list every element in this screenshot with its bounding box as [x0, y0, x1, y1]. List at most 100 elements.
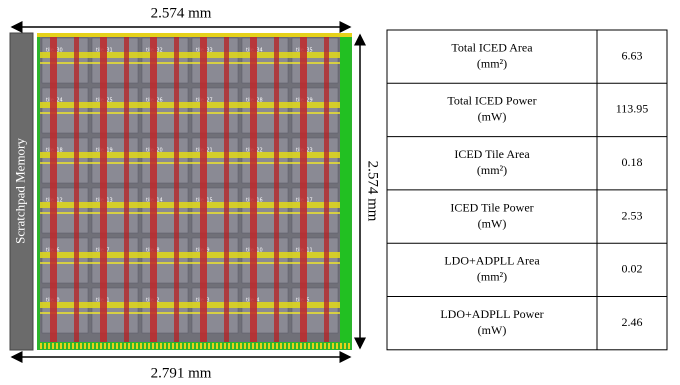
- tile-block: [192, 88, 238, 133]
- power-stripe: [250, 36, 257, 342]
- power-stripe: [300, 36, 307, 342]
- io-pin: [280, 343, 282, 349]
- io-pin: [176, 343, 178, 349]
- io-pin: [312, 343, 314, 349]
- row-value: 113.95: [616, 102, 649, 116]
- power-stripe: [224, 36, 229, 342]
- scratchpad-label: Scratchpad Memory: [12, 138, 27, 244]
- row-value: 0.18: [622, 155, 643, 169]
- tile-block: [242, 38, 288, 83]
- power-stripe: [174, 36, 179, 342]
- io-pin: [140, 343, 142, 349]
- io-pin: [116, 343, 118, 349]
- io-pin: [184, 343, 186, 349]
- io-pin: [44, 343, 46, 349]
- row-unit: (mm²): [477, 270, 507, 284]
- io-pin: [220, 343, 222, 349]
- io-pin: [288, 343, 290, 349]
- io-pin: [324, 343, 326, 349]
- row-unit: (mW): [478, 323, 507, 337]
- row-label: ICED Tile Power: [450, 200, 533, 214]
- routing-band: [40, 52, 340, 58]
- io-pin: [344, 343, 346, 349]
- io-pin: [148, 343, 150, 349]
- io-pin: [48, 343, 50, 349]
- routing-band: [40, 152, 340, 158]
- io-pin: [240, 343, 242, 349]
- routing-band: [40, 162, 340, 164]
- io-pin: [296, 343, 298, 349]
- io-pin: [276, 343, 278, 349]
- top-rail: [37, 33, 352, 37]
- tile-block: [242, 288, 288, 333]
- power-stripe: [50, 36, 57, 342]
- io-pin: [76, 343, 78, 349]
- tile-block: [42, 38, 88, 83]
- tile-block: [242, 138, 288, 183]
- io-pin: [72, 343, 74, 349]
- tile-block: [92, 238, 138, 283]
- tile-block: [192, 138, 238, 183]
- power-stripe: [74, 36, 79, 342]
- io-pin: [308, 343, 310, 349]
- tile-block: [192, 238, 238, 283]
- tile-block: [142, 88, 188, 133]
- io-pin: [252, 343, 254, 349]
- tile-block: [242, 238, 288, 283]
- io-pin: [152, 343, 154, 349]
- io-pin: [292, 343, 294, 349]
- io-pin: [160, 343, 162, 349]
- io-pin: [272, 343, 274, 349]
- tile-block: [292, 288, 338, 333]
- tile-block: [142, 288, 188, 333]
- routing-band: [40, 302, 340, 308]
- io-pin: [64, 343, 66, 349]
- tile-block: [242, 188, 288, 233]
- io-pin: [40, 343, 42, 349]
- io-pin: [232, 343, 234, 349]
- power-stripe: [100, 36, 107, 342]
- io-pin: [92, 343, 94, 349]
- right-dimension: 2.574 mm: [365, 161, 381, 222]
- io-pin: [84, 343, 86, 349]
- tile-block: [142, 38, 188, 83]
- tile-block: [292, 38, 338, 83]
- tile-block: [42, 188, 88, 233]
- tile-block: [292, 238, 338, 283]
- io-pin: [192, 343, 194, 349]
- chip-layout: tile_30tile_31tile_32tile_33tile_34tile_…: [37, 33, 352, 350]
- row-value: 2.53: [622, 208, 643, 222]
- row-unit: (mm²): [477, 56, 507, 70]
- tile-block: [92, 188, 138, 233]
- tile-block: [142, 188, 188, 233]
- io-pin: [188, 343, 190, 349]
- row-unit: (mm²): [477, 163, 507, 177]
- io-pin: [320, 343, 322, 349]
- io-pin: [144, 343, 146, 349]
- io-pin: [316, 343, 318, 349]
- io-pin: [132, 343, 134, 349]
- io-pin: [172, 343, 174, 349]
- row-value: 2.46: [622, 315, 643, 329]
- io-pin: [284, 343, 286, 349]
- io-pin: [348, 343, 350, 349]
- io-pin: [52, 343, 54, 349]
- io-pin: [104, 343, 106, 349]
- io-pin: [236, 343, 238, 349]
- tile-block: [192, 38, 238, 83]
- row-label: LDO+ADPLL Power: [440, 307, 543, 321]
- tile-block: [292, 88, 338, 133]
- io-pin: [136, 343, 138, 349]
- io-pin: [100, 343, 102, 349]
- io-pin: [96, 343, 98, 349]
- row-label: ICED Tile Area: [454, 147, 530, 161]
- io-pin: [304, 343, 306, 349]
- tile-block: [92, 38, 138, 83]
- io-pin: [260, 343, 262, 349]
- row-unit: (mW): [478, 110, 507, 124]
- tile-block: [42, 138, 88, 183]
- routing-band: [40, 102, 340, 108]
- io-pin: [328, 343, 330, 349]
- io-pin: [168, 343, 170, 349]
